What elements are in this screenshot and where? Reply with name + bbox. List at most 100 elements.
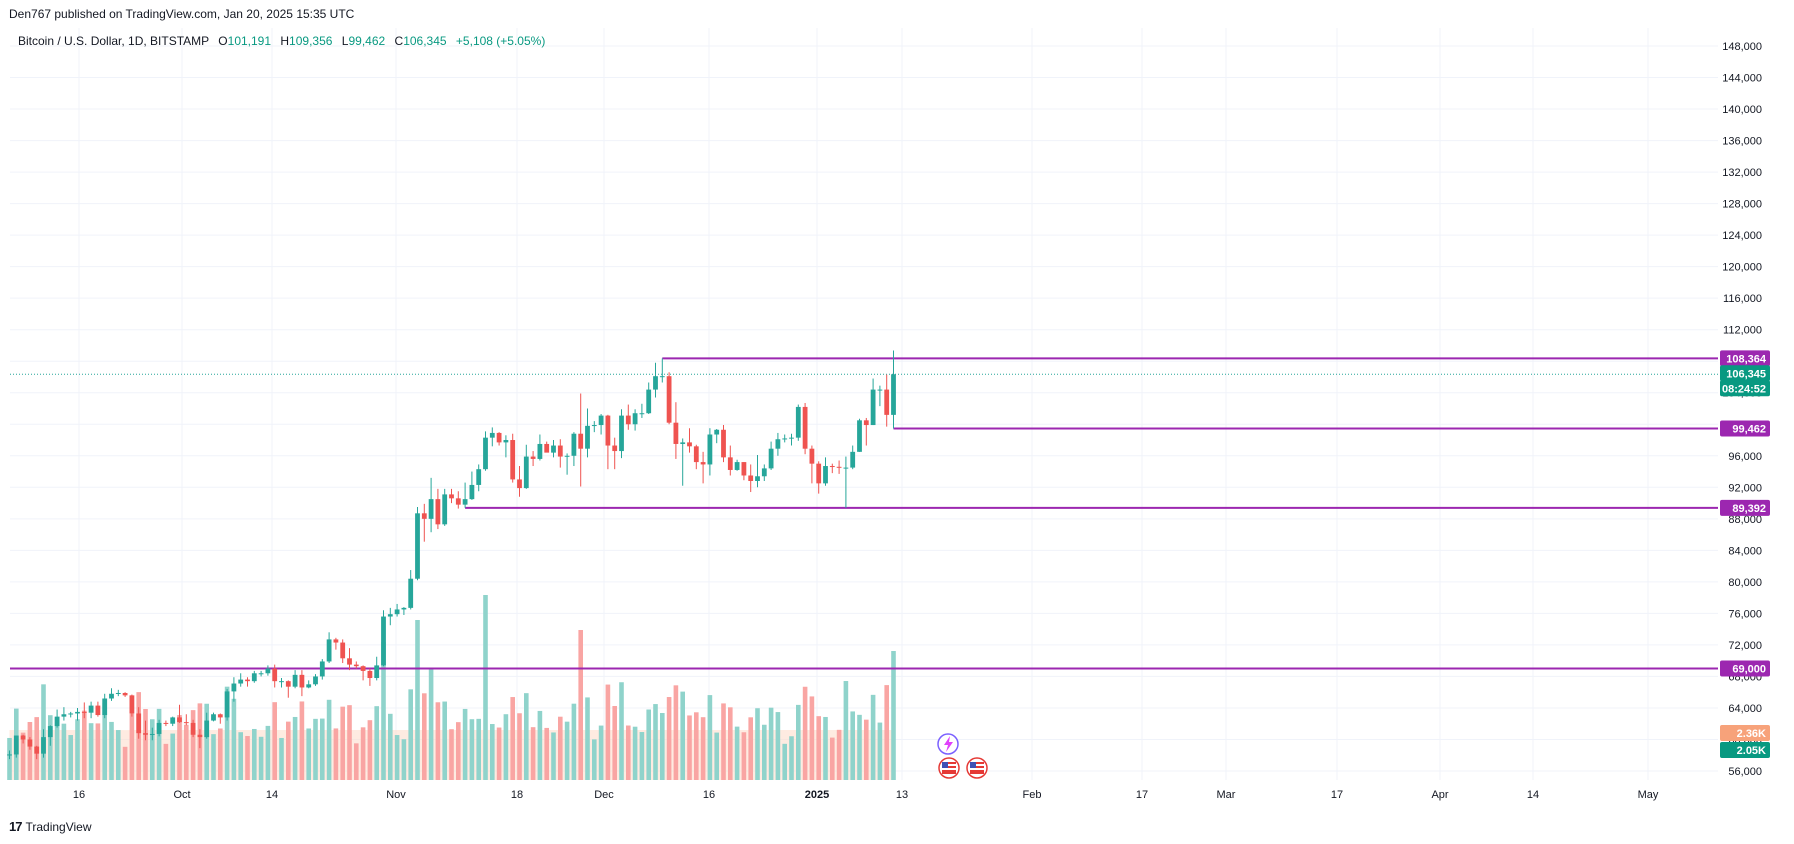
volume-bar bbox=[360, 727, 366, 780]
tradingview-brand: TradingView bbox=[25, 819, 92, 834]
y-tick-label: 124,000 bbox=[1722, 230, 1762, 242]
volume-bar bbox=[612, 706, 617, 780]
volume-bar bbox=[82, 710, 87, 780]
y-tick-label: 64,000 bbox=[1728, 703, 1762, 715]
candle-body bbox=[238, 679, 244, 684]
x-tick-label: 14 bbox=[266, 789, 278, 801]
volume-bar bbox=[768, 707, 774, 780]
candle-body bbox=[496, 432, 502, 443]
x-tick-label: 16 bbox=[73, 789, 85, 801]
volume-bar bbox=[558, 716, 563, 780]
volume-bar bbox=[728, 707, 733, 780]
candle-body bbox=[190, 722, 196, 735]
time-axis[interactable]: 16 Oct 14 Nov 18 Dec 16 2025 13 Feb 17 Mar 17 Apr 14 Ma… bbox=[73, 789, 1659, 801]
candle-body bbox=[741, 462, 747, 476]
x-tick-label: 16 bbox=[703, 789, 715, 801]
y-tick-label: 96,000 bbox=[1728, 451, 1762, 463]
volume-bar bbox=[517, 713, 522, 780]
tradingview-footer[interactable]: 17 TradingView bbox=[9, 819, 92, 834]
volume-bar bbox=[238, 732, 243, 780]
volume-bar bbox=[496, 727, 502, 780]
candle-body bbox=[455, 498, 461, 505]
candle-body bbox=[204, 720, 210, 738]
candle-body bbox=[823, 466, 828, 484]
candle-body bbox=[306, 684, 312, 688]
volume-bar bbox=[258, 736, 264, 780]
y-tick-label: 72,000 bbox=[1728, 640, 1762, 652]
volume-bar bbox=[184, 724, 189, 780]
candle-body bbox=[503, 440, 509, 443]
volume-bar bbox=[177, 715, 182, 780]
y-tick-label: 144,000 bbox=[1722, 73, 1762, 85]
candle-body bbox=[401, 607, 407, 610]
volume-bar bbox=[816, 716, 821, 780]
candle-body bbox=[517, 479, 522, 489]
candle-body bbox=[367, 670, 373, 679]
candle-body bbox=[143, 733, 148, 735]
volume-bar bbox=[428, 668, 434, 780]
candle-body bbox=[421, 513, 427, 519]
candle-body bbox=[469, 484, 475, 500]
volume-bar bbox=[619, 682, 624, 780]
candle-body bbox=[292, 674, 298, 687]
volume-bar bbox=[503, 714, 509, 780]
x-tick-label: May bbox=[1638, 789, 1659, 801]
volume-bar bbox=[61, 723, 67, 780]
volume-bar bbox=[394, 735, 400, 780]
candle-body bbox=[523, 456, 529, 489]
volume-bar bbox=[823, 716, 828, 780]
symbol-legend[interactable]: Bitcoin / U.S. Dollar, 1D, BITSTAMP O101… bbox=[18, 34, 545, 48]
price-labels: 108,364 106,345 08:24:52 99,462 89,392 69,000… bbox=[1720, 350, 1770, 758]
volume-label-bg bbox=[1720, 742, 1770, 758]
volume-bar bbox=[224, 686, 230, 780]
open-label: O bbox=[218, 34, 227, 48]
candle-body bbox=[537, 443, 543, 459]
volume-bar bbox=[326, 699, 332, 780]
volume-bar bbox=[680, 691, 685, 780]
candle-body bbox=[483, 437, 488, 470]
volume-bar bbox=[279, 737, 284, 780]
publisher-line: Den767 published on TradingView.com, Jan… bbox=[9, 7, 355, 21]
candle-body bbox=[115, 692, 121, 694]
y-tick-label: 128,000 bbox=[1722, 199, 1762, 211]
candle-body bbox=[231, 683, 237, 692]
x-tick-label: 18 bbox=[511, 789, 523, 801]
candle-body bbox=[646, 389, 652, 414]
event-icons[interactable] bbox=[937, 733, 988, 779]
volume-bar bbox=[510, 697, 515, 780]
volume-bar bbox=[95, 723, 101, 780]
volume-bar bbox=[48, 715, 53, 780]
lightning-icon[interactable] bbox=[937, 733, 959, 755]
volume-bar bbox=[877, 722, 883, 780]
candle-body bbox=[177, 717, 182, 723]
volume-bar bbox=[381, 642, 386, 780]
us-flag-icon[interactable] bbox=[966, 757, 988, 779]
volume-bar bbox=[442, 701, 447, 780]
volume-bar bbox=[605, 684, 611, 780]
y-tick-label: 92,000 bbox=[1728, 482, 1762, 494]
volume-bar bbox=[653, 704, 658, 780]
y-tick-label: 148,000 bbox=[1722, 41, 1762, 53]
volume-bar bbox=[571, 703, 577, 780]
candle-body bbox=[13, 735, 19, 755]
candle-body bbox=[313, 676, 318, 685]
candle-body bbox=[585, 425, 590, 449]
candle-body bbox=[340, 642, 346, 659]
candle-body bbox=[639, 413, 645, 415]
x-tick-label: 14 bbox=[1527, 789, 1539, 801]
volume-bar bbox=[469, 719, 475, 780]
candle-body bbox=[156, 722, 162, 734]
volume-label: 2.36K bbox=[1737, 728, 1766, 740]
candle-body bbox=[795, 406, 801, 438]
us-flag-icon[interactable] bbox=[938, 757, 960, 779]
volume-bar bbox=[54, 717, 60, 780]
horizontal-levels[interactable] bbox=[10, 357, 1718, 670]
x-tick-label: Mar bbox=[1217, 789, 1236, 801]
candle-body bbox=[442, 494, 448, 525]
candle-body bbox=[95, 705, 101, 716]
candle-body bbox=[802, 406, 808, 449]
volume-bar bbox=[714, 732, 719, 780]
volume-bar bbox=[809, 696, 815, 780]
candle-body bbox=[387, 614, 393, 617]
